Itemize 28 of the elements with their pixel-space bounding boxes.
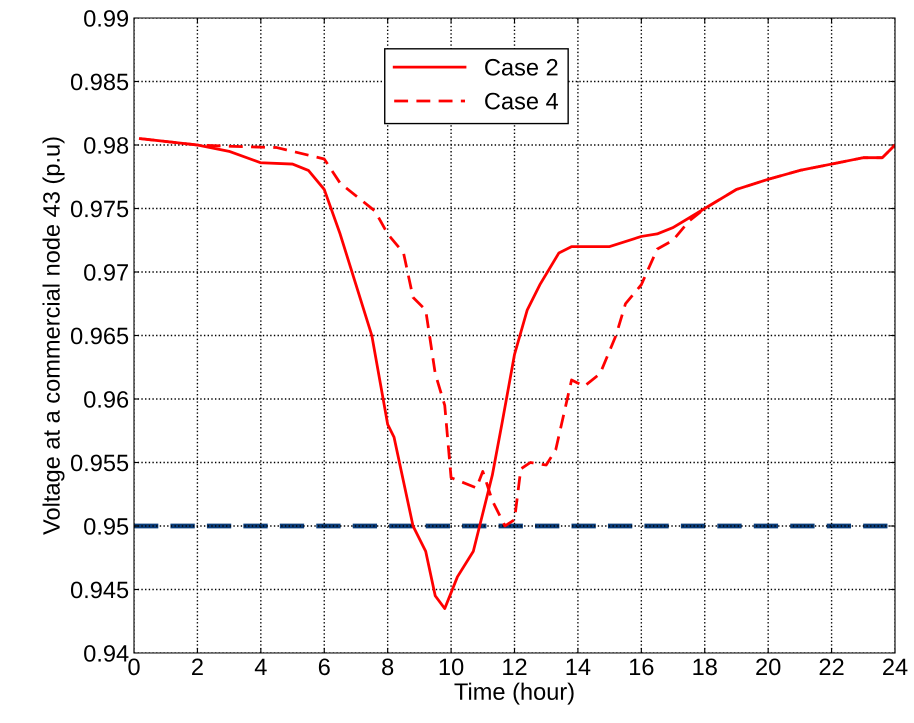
x-tick-label: 20	[756, 658, 780, 676]
legend-label: Case 2	[485, 58, 558, 76]
x-tick-label: 14	[566, 658, 590, 675]
x-tick-label: 12	[503, 658, 526, 675]
y-tick-label: 0.97	[84, 264, 128, 281]
y-tick-label: 0.945	[70, 582, 128, 598]
y-tick-label: 0.95	[84, 518, 128, 535]
x-tick-label: 24	[883, 658, 908, 675]
x-tick-label: 18	[693, 658, 717, 676]
x-tick-label: 2	[192, 658, 203, 675]
x-tick-label: 16	[630, 658, 654, 676]
x-axis-title: Time (hour)	[454, 682, 574, 705]
y-tick-label: 0.96	[84, 391, 128, 408]
x-tick-label: 10	[440, 658, 464, 676]
x-tick-label: 6	[318, 658, 330, 676]
x-tick-label: 0	[128, 658, 140, 676]
y-tick-label: 0.975	[70, 200, 128, 218]
x-tick-label: 22	[820, 658, 844, 675]
y-tick-label: 0.965	[70, 328, 128, 344]
y-tick-label: 0.985	[70, 74, 128, 90]
y-tick-label: 0.955	[70, 454, 128, 472]
y-tick-label: 0.99	[84, 10, 128, 27]
y-tick-label: 0.94	[84, 645, 128, 662]
x-tick-label: 8	[382, 658, 394, 676]
x-tick-label: 4	[254, 658, 267, 675]
y-axis-title: Voltage at a commercial node 43 (p.u)	[42, 137, 65, 535]
legend-label: Case 4	[485, 92, 558, 110]
y-tick-label: 0.98	[84, 137, 128, 154]
